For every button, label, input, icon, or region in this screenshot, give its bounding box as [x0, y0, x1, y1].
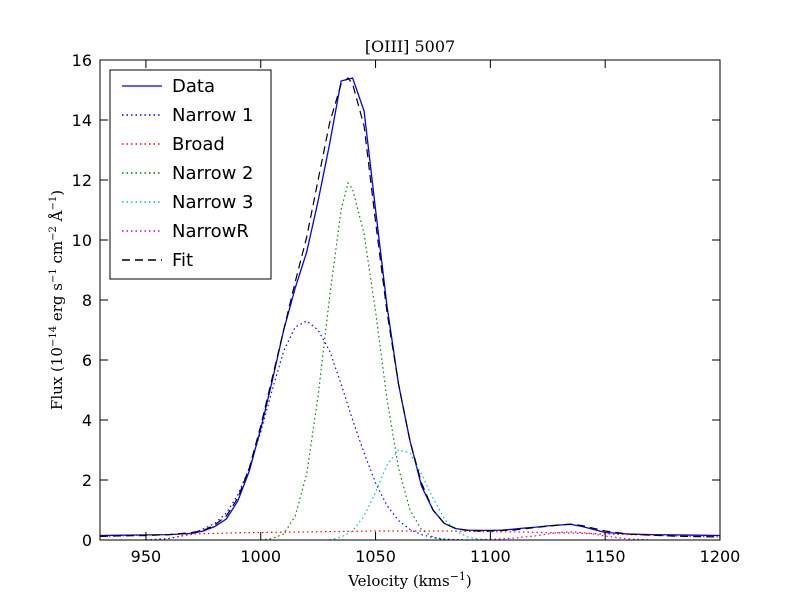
y-tick-label: 14 — [72, 111, 92, 130]
legend: Data Narrow 1 Broad Narrow 2 Narrow 3 NarrowR… — [109, 69, 272, 280]
series-line-narrow-2 — [260, 181, 445, 541]
legend-label-broad: Broad — [172, 134, 225, 155]
legend-label-fit: Fit — [172, 250, 193, 271]
legend-label-data: Data — [172, 76, 215, 97]
x-tick-label: 1200 — [700, 547, 741, 566]
legend-box — [109, 69, 272, 280]
series-line-narrow-1 — [145, 320, 468, 541]
series-layer — [99, 77, 721, 541]
x-tick-label: 1000 — [240, 547, 281, 566]
ticks-layer: 950 1000 1050 1100 1150 1200 0 2 4 6 8 10 12 14 16 — [72, 51, 741, 566]
x-tick-label: 1150 — [585, 547, 626, 566]
legend-label-narrow-2: Narrow 2 — [172, 163, 254, 184]
legend-label-narrow-1: Narrow 1 — [172, 105, 254, 126]
chart-title: [OIII] 5007 — [365, 37, 455, 56]
y-tick-label: 16 — [72, 51, 92, 70]
x-tick-label: 1050 — [355, 547, 396, 566]
y-tick-label: 0 — [82, 531, 92, 550]
y-tick-label: 8 — [82, 291, 92, 310]
legend-label-narrowr: NarrowR — [172, 221, 249, 242]
x-tick-label: 1100 — [470, 547, 511, 566]
y-axis-label: Flux (10−14 erg s−1 cm−2 Å−1) — [48, 190, 66, 410]
y-tick-label: 10 — [72, 231, 92, 250]
x-tick-label: 950 — [131, 547, 162, 566]
y-tick-label: 2 — [82, 471, 92, 490]
y-tick-label: 12 — [72, 171, 92, 190]
y-tick-label: 4 — [82, 411, 92, 430]
series-line-narrow-3 — [329, 449, 491, 541]
y-tick-label: 6 — [82, 351, 92, 370]
x-axis-label: Velocity (kms−1) — [347, 570, 472, 590]
legend-label-narrow-3: Narrow 3 — [172, 192, 254, 213]
